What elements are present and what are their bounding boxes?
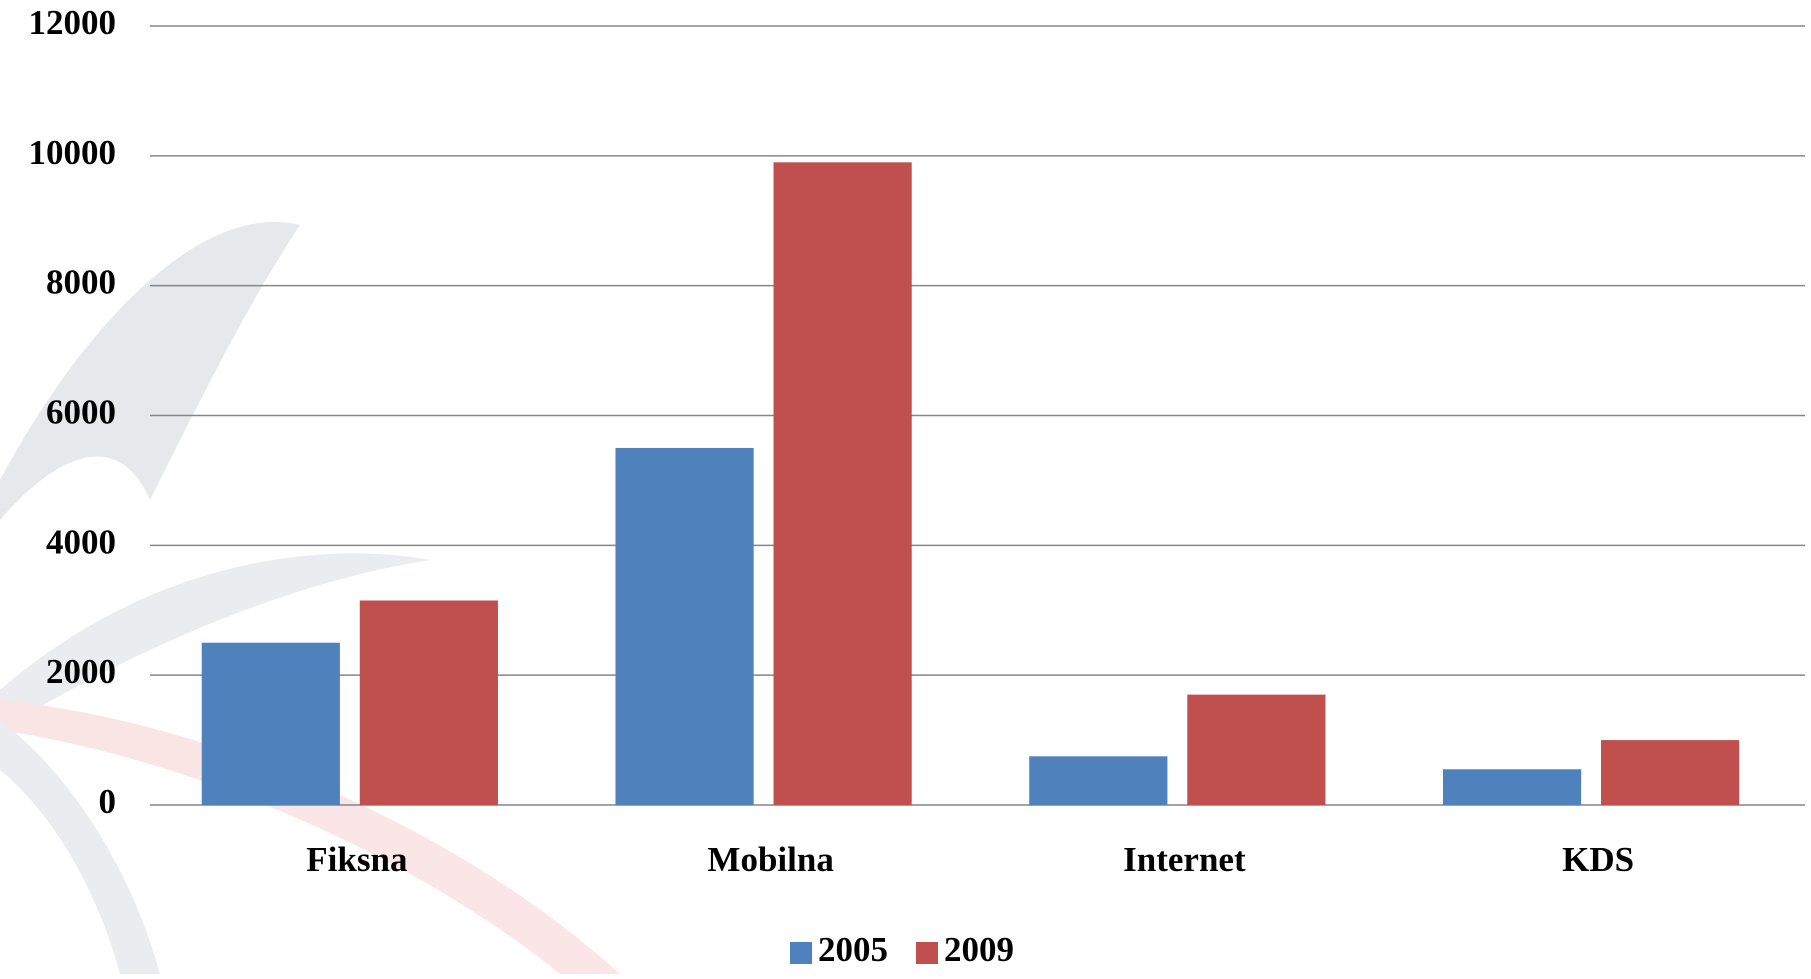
swirl bbox=[0, 221, 300, 520]
bar bbox=[359, 600, 498, 805]
y-tick-label: 10000 bbox=[29, 133, 117, 172]
swirl bbox=[0, 700, 620, 974]
background-decoration bbox=[0, 221, 620, 974]
bar bbox=[773, 162, 912, 805]
y-tick-label: 0 bbox=[99, 782, 117, 821]
y-tick-label: 8000 bbox=[46, 263, 116, 302]
legend-label: 2009 bbox=[944, 930, 1014, 969]
x-tick-label: KDS bbox=[1562, 840, 1634, 879]
y-tick-label: 6000 bbox=[46, 393, 116, 432]
bar bbox=[1442, 769, 1582, 805]
y-tick-label: 12000 bbox=[29, 3, 117, 42]
x-tick-label: Fiksna bbox=[306, 840, 407, 879]
y-tick-label: 2000 bbox=[46, 652, 116, 691]
bar bbox=[201, 642, 340, 805]
swirl bbox=[0, 720, 160, 974]
bar bbox=[1601, 740, 1740, 805]
legend-swatch bbox=[790, 942, 812, 964]
y-tick-label: 4000 bbox=[46, 522, 116, 561]
x-tick-label: Mobilna bbox=[707, 840, 833, 879]
legend-swatch bbox=[916, 942, 938, 964]
bar bbox=[1029, 756, 1168, 805]
legend-label: 2005 bbox=[818, 930, 888, 969]
bar bbox=[1187, 694, 1326, 805]
swirl bbox=[0, 553, 430, 730]
x-tick-label: Internet bbox=[1123, 840, 1246, 879]
bar bbox=[615, 447, 754, 805]
